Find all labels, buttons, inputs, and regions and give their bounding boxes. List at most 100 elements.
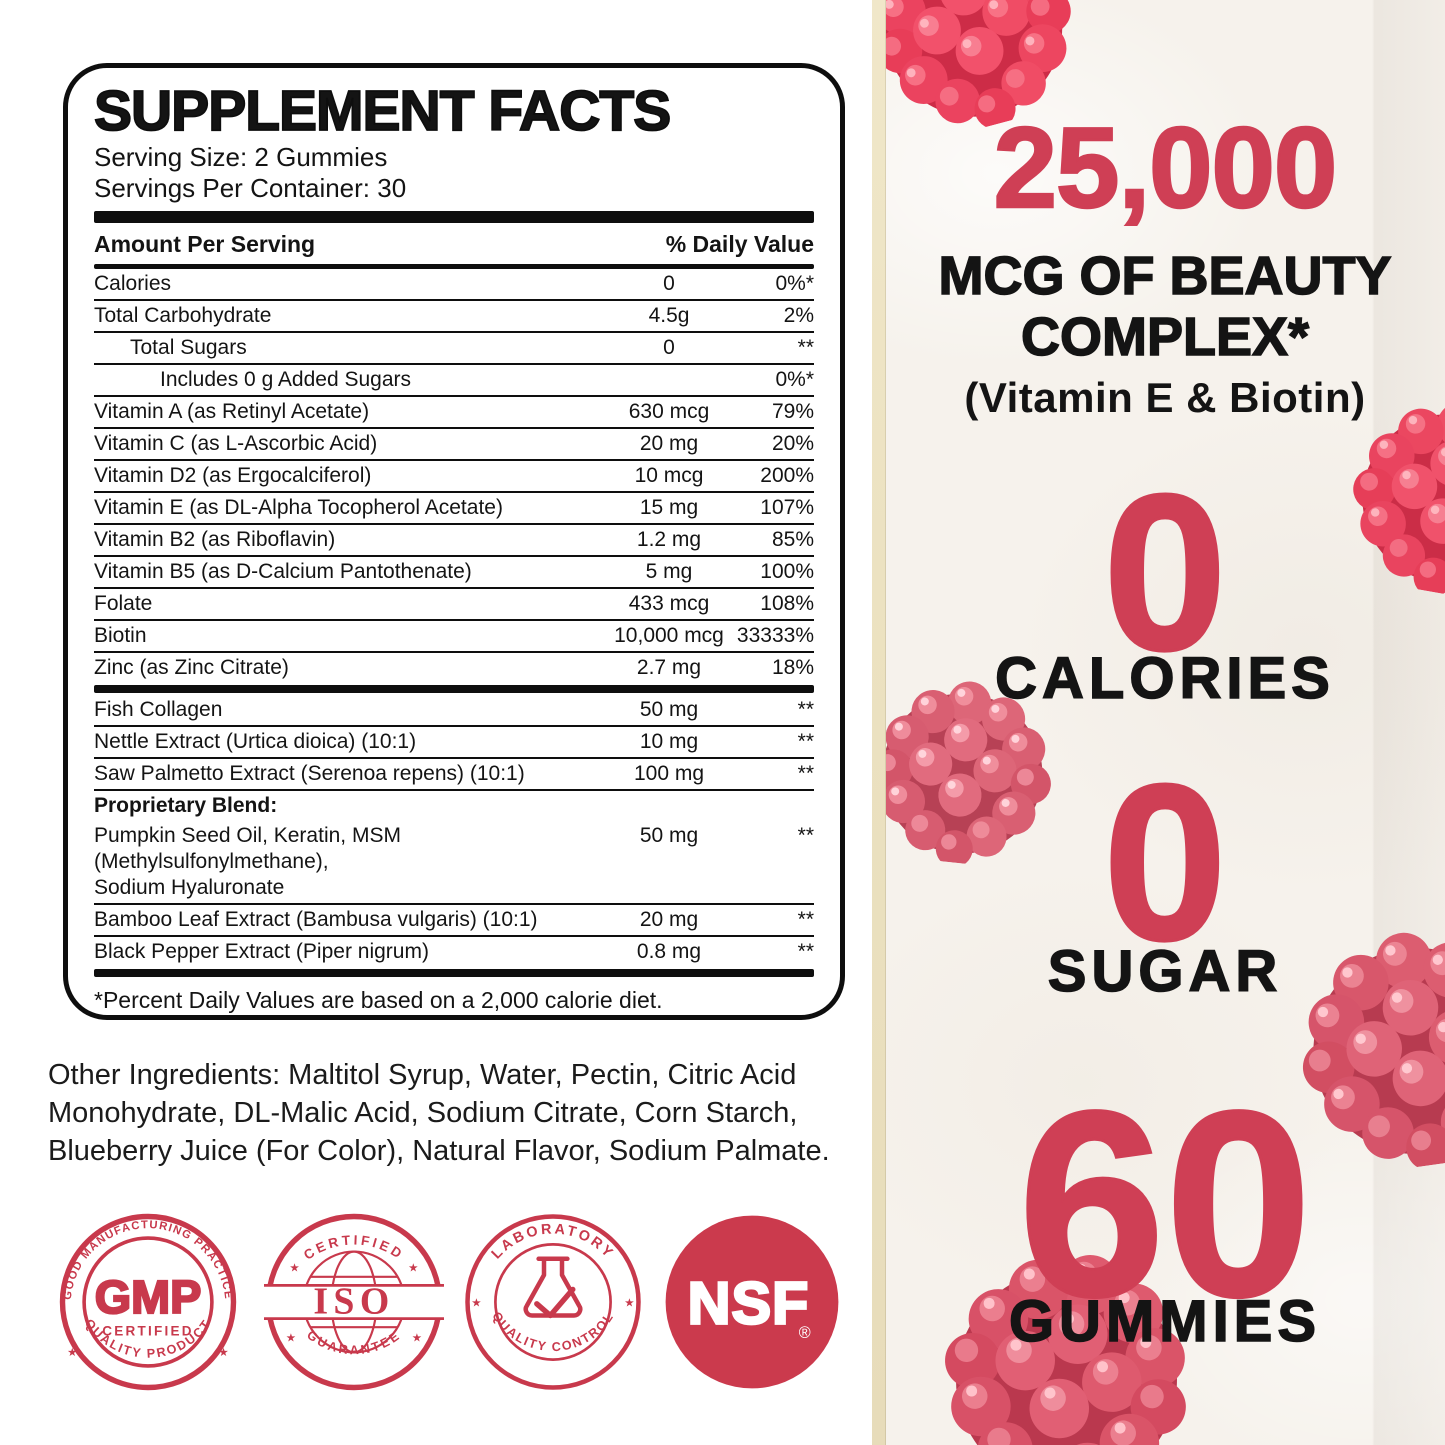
facts-row-daily-value: ** — [797, 336, 814, 359]
svg-text:GOOD MANUFACTURING PRACTICE: GOOD MANUFACTURING PRACTICE — [62, 1219, 235, 1300]
facts-row-amount: 0.8 mg — [636, 940, 702, 963]
facts-row: Includes 0 g Added Sugars 0%* — [94, 363, 814, 395]
facts-row: Vitamin C (as L-Ascorbic Acid) 20 mg 20% — [94, 427, 814, 459]
facts-row: Folate 433 mcg 108% — [94, 587, 814, 619]
facts-row: Fish Collagen 50 mg ** — [94, 695, 814, 725]
star-icon: ★ — [471, 1297, 481, 1310]
facts-row-label: Calories — [94, 272, 172, 295]
facts-row-daily-value: 0%* — [775, 272, 814, 295]
facts-row: Vitamin A (as Retinyl Acetate) 630 mcg 79% — [94, 395, 814, 427]
facts-row-amount: 15 mg — [639, 496, 699, 519]
star-icon: ★ — [286, 1332, 296, 1345]
thick-divider — [94, 211, 814, 223]
calories-stat-number: 0 — [1102, 449, 1228, 697]
facts-row-daily-value: 107% — [760, 496, 814, 519]
facts-row: Black Pepper Extract (Piper nigrum) 0.8 m… — [94, 935, 814, 967]
supplement-facts-panel: SUPPLEMENT FACTS Serving Size: 2 Gummies… — [63, 63, 845, 1020]
facts-row: Vitamin B5 (as D-Calcium Pantothenate) 5 … — [94, 555, 814, 587]
facts-row: Total Carbohydrate 4.5g 2% — [94, 299, 814, 331]
iso-banner — [264, 1284, 444, 1320]
facts-row-daily-value: ** — [797, 824, 814, 847]
star-icon: ★ — [67, 1346, 77, 1359]
facts-row-amount: 10,000 mcg — [614, 624, 724, 647]
svg-text:QUALITY PRODUCT: QUALITY PRODUCT — [82, 1316, 214, 1360]
facts-row: Nettle Extract (Urtica dioica) (10:1) 10 … — [94, 725, 814, 757]
facts-row: Bamboo Leaf Extract (Bambusa vulgaris) (… — [94, 903, 814, 935]
facts-row-label: Folate — [94, 592, 153, 615]
laboratory-quality-control-badge: LABORATORY QUALITY CONTROL ★ ★ — [465, 1214, 641, 1390]
supplement-facts-title: SUPPLEMENT FACTS — [93, 79, 672, 143]
facts-row-amount: 433 mcg — [628, 592, 710, 615]
facts-row-daily-value: 200% — [760, 464, 814, 487]
svg-text:CERTIFIED: CERTIFIED — [301, 1232, 407, 1262]
facts-row-amount: 0 — [663, 272, 675, 295]
facts-row-label: Includes 0 g Added Sugars — [160, 368, 412, 391]
medium-divider — [94, 264, 814, 269]
star-icon: ★ — [408, 1261, 418, 1274]
facts-row-amount: 0 — [663, 336, 675, 359]
facts-footnotes: *Percent Daily Values are based on a 2,0… — [94, 987, 814, 1015]
sugar-stat-number: 0 — [1102, 739, 1228, 987]
facts-row-label: Proprietary Blend: — [94, 794, 278, 817]
facts-row: Vitamin E (as DL-Alpha Tocopherol Acetat… — [94, 491, 814, 523]
svg-text:LABORATORY: LABORATORY — [489, 1221, 618, 1262]
iso-text: ISO — [313, 1281, 394, 1323]
beauty-complex-line2: COMPLEX* — [1020, 306, 1310, 368]
facts-row-daily-value: 33333% — [736, 624, 814, 647]
facts-row-daily-value: 85% — [771, 528, 814, 551]
facts-row-label: Vitamin C (as L-Ascorbic Acid) — [94, 432, 378, 455]
facts-row-amount: 50 mg — [639, 698, 699, 721]
facts-row-label: Vitamin B2 (as Riboflavin) — [94, 528, 336, 551]
star-icon: ★ — [624, 1297, 634, 1310]
servings-per-container: Servings Per Container: 30 — [94, 173, 407, 203]
col-daily-value: % Daily Value — [665, 231, 814, 257]
footnote-daily-values: *Percent Daily Values are based on a 2,0… — [94, 987, 663, 1013]
facts-row: Pumpkin Seed Oil, Keratin, MSM (Methylsu… — [94, 821, 814, 903]
registered-mark-icon: ® — [799, 1324, 811, 1342]
facts-row: Vitamin D2 (as Ergocalciferol) 10 mcg 200% — [94, 459, 814, 491]
facts-row-amount: 50 mg — [639, 824, 699, 847]
facts-row-label: Black Pepper Extract (Piper nigrum) — [94, 940, 429, 963]
iso-arc-top: CERTIFIED — [301, 1232, 404, 1262]
facts-row-daily-value: 0%* — [775, 368, 814, 391]
star-icon: ★ — [218, 1346, 228, 1359]
facts-table-header: Amount Per Serving % Daily Value — [94, 223, 814, 264]
lab-arc-top: LABORATORY — [489, 1221, 615, 1262]
thick-divider — [94, 969, 814, 977]
thick-divider — [94, 685, 814, 693]
facts-row-daily-value: ** — [797, 940, 814, 963]
nsf-text: NSF — [688, 1270, 809, 1337]
other-ingredients: Other Ingredients: Maltitol Syrup, Water… — [48, 1059, 830, 1167]
calories-stat-label: CALORIES — [994, 645, 1335, 712]
facts-row-label: Vitamin E (as DL-Alpha Tocopherol Acetat… — [94, 496, 503, 519]
facts-row-amount: 4.5g — [648, 304, 690, 327]
facts-row-label: Bamboo Leaf Extract (Bambusa vulgaris) (… — [94, 908, 538, 931]
facts-row: Saw Palmetto Extract (Serenoa repens) (1… — [94, 757, 814, 789]
facts-row-amount: 1.2 mg — [636, 528, 702, 551]
lab-arc-bottom: QUALITY CONTROL — [489, 1309, 615, 1354]
facts-row-label: Biotin — [94, 624, 147, 647]
facts-row-amount: 10 mg — [639, 730, 699, 753]
facts-row-amount: 5 mg — [645, 560, 693, 583]
facts-table-body: Calories 0 0%* Total Carbohydrate 4.5g 2% Tota… — [94, 269, 814, 977]
label-left-panel: SUPPLEMENT FACTS Serving Size: 2 Gummies… — [48, 63, 845, 1391]
beauty-complex-amount: 25,000 — [992, 105, 1338, 232]
facts-row-label: Zinc (as Zinc Citrate) — [94, 656, 289, 679]
facts-row-daily-value: 100% — [760, 560, 814, 583]
facts-row-amount: 20 mg — [639, 908, 699, 931]
iso-certified-badge: ISO CERTIFIED GUARANTEE ★ ★ ★ ★ — [264, 1213, 444, 1391]
gmp-arc-bottom: QUALITY PRODUCT — [82, 1316, 212, 1360]
facts-row-amount: 20 mg — [639, 432, 699, 455]
facts-row-amount: 630 mcg — [628, 400, 710, 423]
facts-row-amount: 2.7 mg — [636, 656, 702, 679]
facts-row-label: Total Sugars — [130, 336, 247, 359]
facts-row-amount: 100 mg — [633, 762, 705, 785]
facts-row-amount: 10 mcg — [634, 464, 704, 487]
col-amount-per-serving: Amount Per Serving — [94, 231, 316, 257]
facts-row-daily-value: 18% — [771, 656, 814, 679]
facts-row: Proprietary Blend: — [94, 789, 814, 821]
star-icon: ★ — [412, 1332, 422, 1345]
facts-row: Vitamin B2 (as Riboflavin) 1.2 mg 85% — [94, 523, 814, 555]
flask-icon — [523, 1256, 583, 1319]
facts-row-label: Total Carbohydrate — [94, 304, 272, 327]
